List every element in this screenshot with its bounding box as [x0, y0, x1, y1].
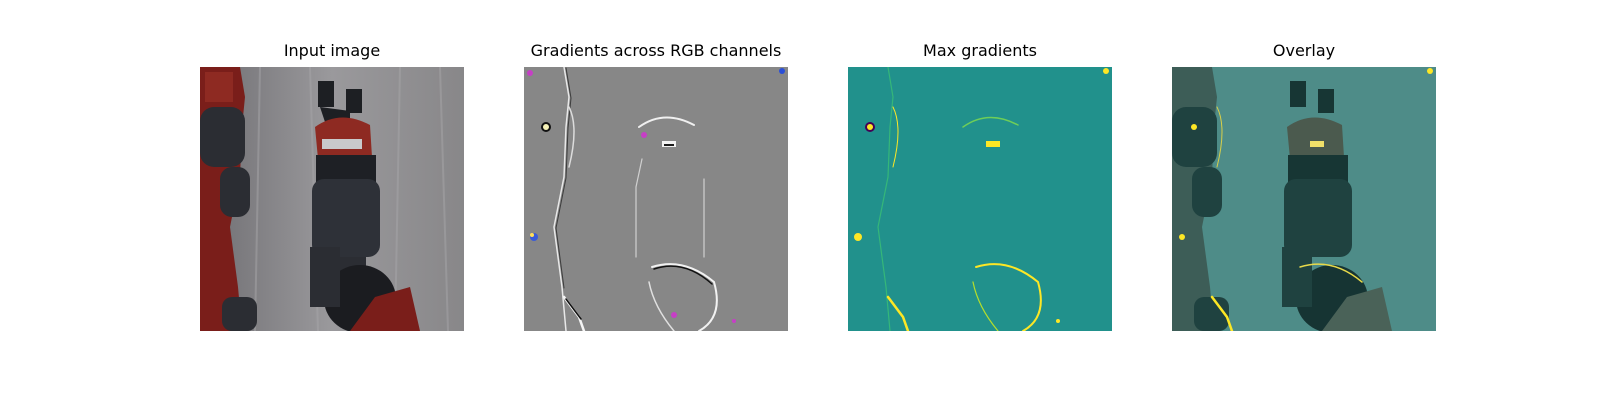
overlay-image — [1172, 67, 1436, 331]
input-image — [200, 67, 464, 331]
panel-rgb-gradients: Gradients across RGB channels — [524, 0, 788, 400]
panel-title: Overlay — [1272, 41, 1336, 60]
panel-overlay: Overlay — [1172, 0, 1436, 400]
max-gradients-image — [848, 67, 1112, 331]
panel-title: Input image — [283, 41, 381, 60]
panel-title: Max gradients — [923, 41, 1037, 60]
rgb-gradients-image — [524, 67, 788, 331]
panel-max-gradients: Max gradients — [848, 0, 1112, 400]
panel-input-image: Input image — [200, 0, 464, 400]
panel-title: Gradients across RGB channels — [530, 41, 782, 60]
